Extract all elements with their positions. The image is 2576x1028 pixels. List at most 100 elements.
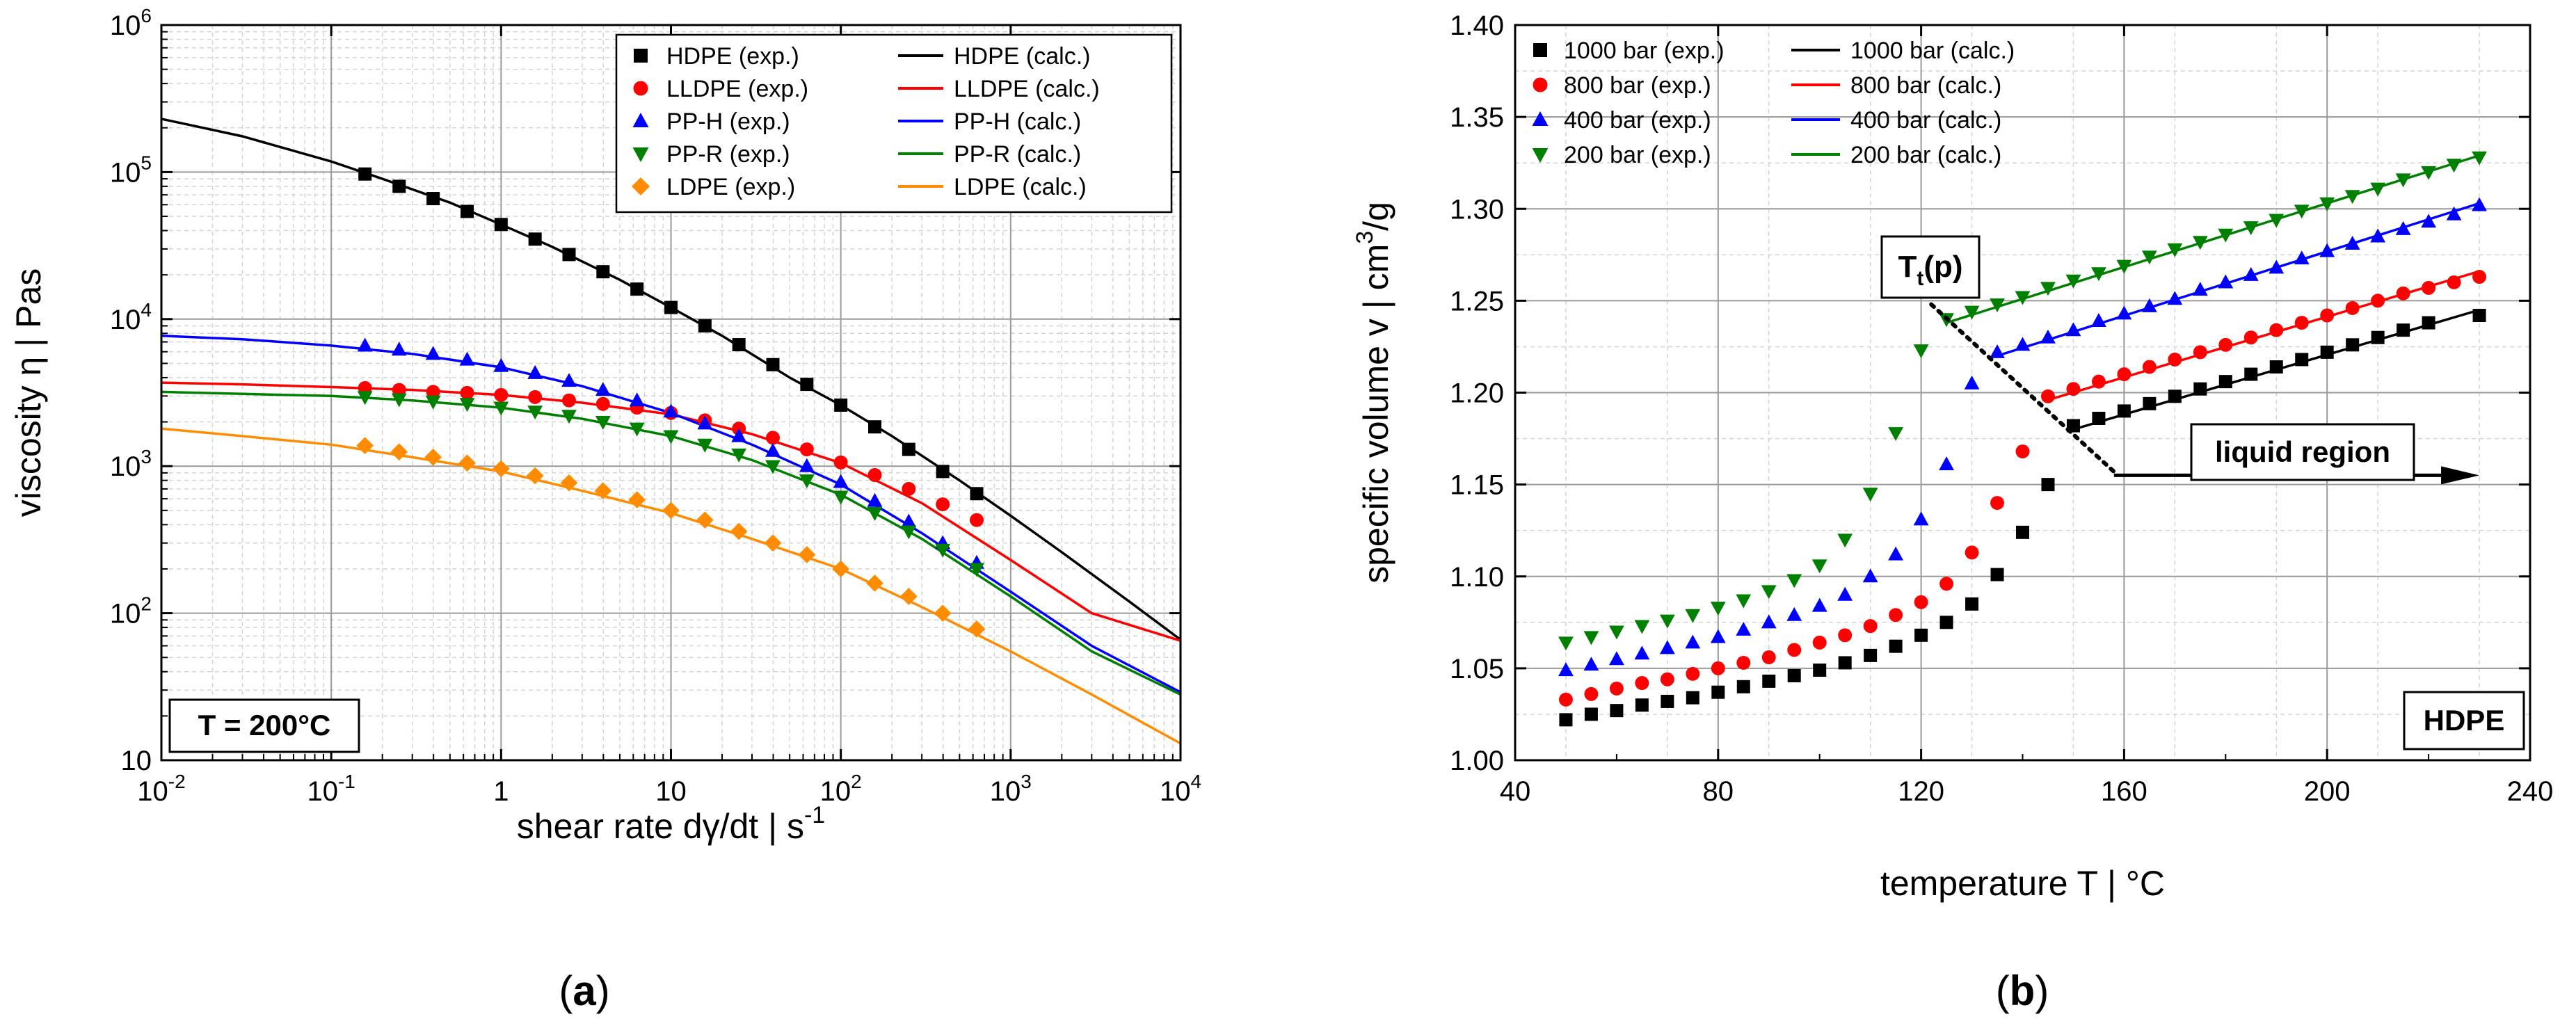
legend-label: LDPE (exp.): [666, 174, 795, 200]
legend-label: 200 bar (exp.): [1564, 142, 1711, 168]
exp-point: [1990, 344, 2005, 358]
exp-point-ldpe: [594, 482, 612, 499]
legend-label: 1000 bar (calc.): [1850, 38, 2015, 64]
exp-point: [1862, 488, 1878, 502]
exp-point: [1965, 597, 1979, 611]
exp-point: [2218, 375, 2232, 389]
exp-point-pp-r: [969, 563, 984, 577]
exp-point: [1811, 597, 1827, 612]
exp-point: [1813, 664, 1827, 677]
exp-point: [2371, 294, 2385, 308]
exp-point: [2218, 337, 2233, 352]
exp-point: [1685, 634, 1701, 649]
exp-point-pp-h: [561, 373, 577, 387]
exp-point: [2370, 228, 2386, 243]
exp-point: [1736, 621, 1752, 636]
legend-label: 400 bar (calc.): [1850, 107, 2001, 134]
exp-point-lldpe: [595, 396, 610, 411]
legend-label: PP-H (exp.): [666, 109, 790, 135]
legend-label: 200 bar (calc.): [1850, 142, 2001, 168]
exp-point: [1559, 713, 1573, 727]
exp-point: [2320, 308, 2335, 323]
panel-label: (b): [1996, 967, 2049, 1014]
exp-point: [1634, 620, 1650, 634]
exp-point: [2167, 243, 2183, 257]
exp-point-lldpe: [902, 481, 916, 496]
exp-point-hdpe: [902, 442, 915, 456]
exp-point: [2320, 345, 2334, 359]
exp-point: [2040, 329, 2056, 344]
exp-point-ldpe: [390, 443, 408, 461]
liquid-region-box: [2190, 423, 2415, 481]
exp-point: [1761, 614, 1777, 629]
exp-point-pp-r: [935, 543, 951, 558]
legend-label: PP-R (calc.): [954, 141, 1081, 168]
exp-point-hdpe: [698, 319, 712, 332]
y-tick-label: 1.30: [1450, 194, 1504, 225]
y-tick-label: 105: [110, 152, 152, 188]
exp-point: [1659, 640, 1675, 654]
exp-point-pp-h: [731, 428, 747, 442]
exp-point: [2294, 204, 2310, 219]
exp-point: [1837, 586, 1853, 601]
exp-point-ldpe: [730, 522, 748, 540]
exp-point-ldpe: [424, 449, 442, 466]
exp-point-ldpe: [560, 474, 578, 492]
legend-label: PP-H (calc.): [954, 109, 1081, 135]
legend-marker: [1532, 148, 1549, 163]
exp-point: [2344, 236, 2360, 250]
exp-point-pp-r: [697, 438, 713, 453]
exp-point: [2447, 275, 2461, 289]
exp-point: [2472, 151, 2487, 166]
exp-point: [2446, 159, 2462, 173]
exp-point-hdpe: [596, 265, 610, 279]
y-tick-label: 1.10: [1450, 562, 1504, 593]
arrow-head-icon: [2441, 466, 2480, 485]
exp-point: [2092, 411, 2106, 425]
exp-point: [1888, 427, 1904, 442]
exp-point-hdpe: [461, 204, 474, 218]
exp-point: [1838, 628, 1853, 643]
exp-point-pp-r: [901, 525, 917, 540]
exp-point: [1990, 298, 2005, 313]
exp-point: [2066, 382, 2081, 396]
exp-point-pp-r: [459, 398, 475, 412]
exp-point: [1558, 662, 1574, 677]
exp-point-pp-h: [697, 415, 713, 430]
exp-point: [1913, 511, 1929, 526]
exp-point-ldpe: [492, 460, 510, 478]
exp-point: [2117, 404, 2131, 418]
exp-point: [2015, 444, 2030, 459]
exp-point: [2065, 274, 2081, 289]
x-tick-label: 103: [990, 771, 1032, 807]
exp-point: [1661, 694, 1674, 708]
exp-point-pp-h: [833, 474, 849, 488]
exp-point-ldpe: [798, 546, 816, 563]
exp-point: [2168, 352, 2182, 367]
y-tick-label: 103: [110, 446, 152, 482]
exp-point: [1838, 656, 1852, 670]
annotation-box: [168, 698, 360, 753]
exp-point-lldpe: [562, 393, 576, 408]
exp-point: [2218, 274, 2234, 289]
legend-marker: [632, 113, 649, 127]
exp-point: [2319, 243, 2335, 257]
exp-point-lldpe: [426, 385, 440, 399]
exp-point-hdpe: [358, 167, 372, 181]
x-tick-label: 120: [1898, 776, 1944, 807]
exp-point: [2294, 316, 2309, 330]
exp-point-pp-h: [629, 392, 645, 407]
exp-point: [2192, 236, 2208, 250]
exp-point-pp-h: [595, 382, 611, 396]
exp-point-ldpe: [968, 620, 986, 638]
exp-point: [1889, 639, 1903, 653]
exp-point: [1786, 607, 1802, 621]
exp-point-pp-h: [391, 342, 407, 356]
panel-b: 40 80 120 160 200 240 1.00 1.05 1.10 1.15 1.20 1.25…: [1352, 10, 2553, 1014]
panel-label: (a): [559, 967, 609, 1014]
exp-point-pp-r: [629, 422, 645, 437]
exp-point: [1736, 680, 1750, 693]
exp-point: [1710, 629, 1726, 643]
exp-point-hdpe: [800, 378, 814, 392]
exp-point: [1939, 577, 1954, 591]
